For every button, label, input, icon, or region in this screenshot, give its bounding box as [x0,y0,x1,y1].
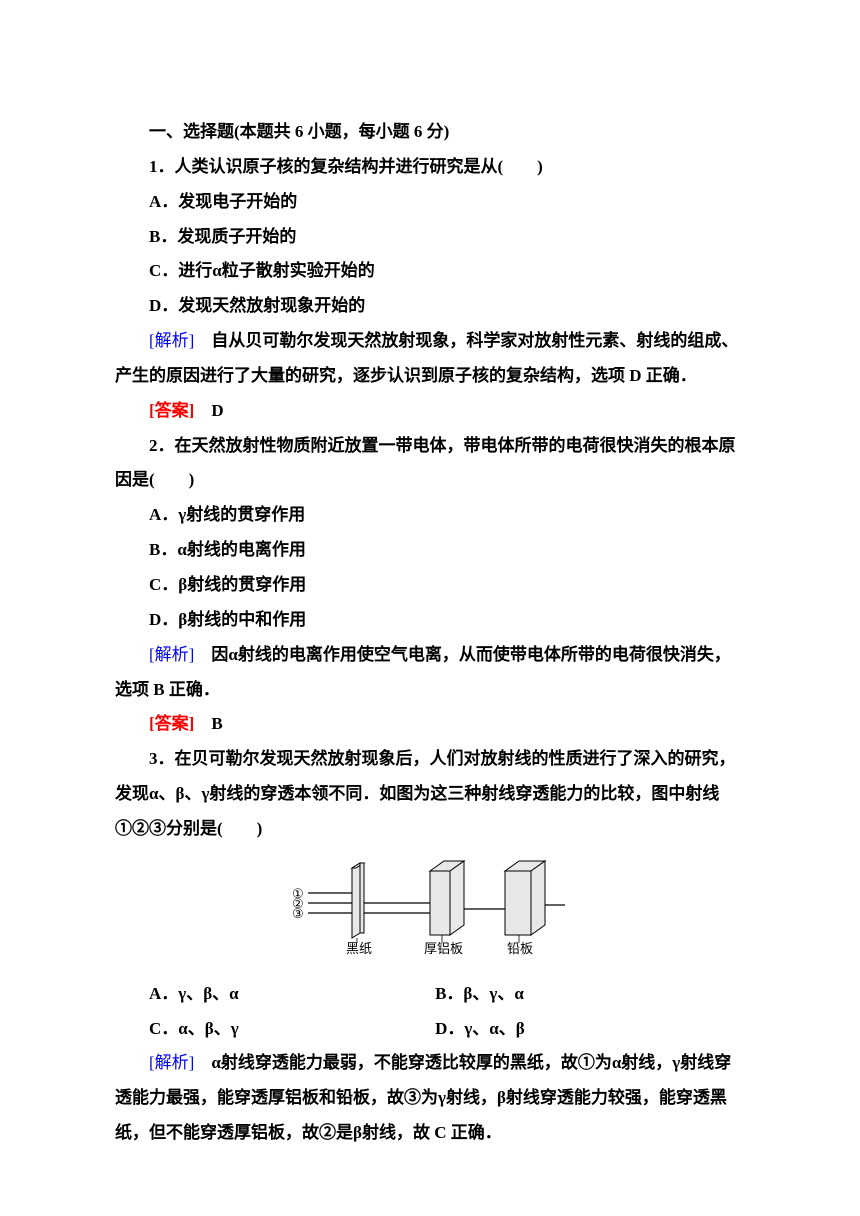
q3-explain-text: α射线穿透能力最弱，不能穿透比较厚的黑纸，故①为α射线，γ射线穿透能力最强，能穿… [115,1053,731,1142]
q3-number: 3． [149,749,175,768]
q2-option-a: A．γ射线的贯穿作用 [115,498,745,533]
q2-number: 2． [149,436,175,455]
q1-stem-text: 人类认识原子核的复杂结构并进行研究是从( ) [175,157,543,176]
q3-option-c: C．α、β、γ [149,1012,435,1047]
svg-text:黑纸: 黑纸 [346,941,372,956]
q3-explain-label: [解析] [149,1053,194,1072]
q1-answer-label: [答案] [149,401,194,420]
q1-explain-text: 自从贝可勒尔发现天然放射现象，科学家对放射性元素、射线的组成、产生的原因进行了大… [115,331,738,385]
q1-option-b: B．发现质子开始的 [115,220,745,255]
section-header: 一、选择题(本题共 6 小题，每小题 6 分) [115,115,745,150]
svg-text:铅板: 铅板 [507,941,533,956]
q2-explain-text: 因α射线的电离作用使空气电离，从而使带电体所带的电荷很快消失，选项 B 正确． [115,645,731,699]
q3-options-row2: C．α、β、γ D．γ、α、β [115,1012,745,1047]
q1-stem: 1．人类认识原子核的复杂结构并进行研究是从( ) [115,150,745,185]
q3-option-d: D．γ、α、β [435,1012,745,1047]
q2-option-b: B．α射线的电离作用 [115,533,745,568]
q3-options-row1: A．γ、β、α B．β、γ、α [115,977,745,1012]
q2-answer-text: B [194,714,222,733]
q1-explanation: [解析] 自从贝可勒尔发现天然放射现象，科学家对放射性元素、射线的组成、产生的原… [115,324,745,394]
ray-penetration-diagram: ①②③黑纸厚铝板铅板 [290,853,570,973]
svg-text:厚铝板: 厚铝板 [424,941,463,956]
q1-explain-label: [解析] [149,331,194,350]
q2-answer: [答案] B [115,707,745,742]
q1-answer-text: D [194,401,223,420]
q3-stem-text: 在贝可勒尔发现天然放射现象后，人们对放射线的性质进行了深入的研究，发现α、β、γ… [115,749,736,838]
q1-option-a: A．发现电子开始的 [115,185,745,220]
q1-number: 1． [149,157,175,176]
q2-stem-text: 在天然放射性物质附近放置一带电体，带电体所带的电荷很快消失的根本原因是( ) [115,436,736,490]
q1-option-c: C．进行α粒子散射实验开始的 [115,254,745,289]
q2-answer-label: [答案] [149,714,194,733]
q2-explanation: [解析] 因α射线的电离作用使空气电离，从而使带电体所带的电荷很快消失，选项 B… [115,638,745,708]
q1-answer: [答案] D [115,394,745,429]
q3-option-b: B．β、γ、α [435,977,745,1012]
q1-option-d: D．发现天然放射现象开始的 [115,289,745,324]
q3-figure: ①②③黑纸厚铝板铅板 [115,853,745,973]
q3-explanation: [解析] α射线穿透能力最弱，不能穿透比较厚的黑纸，故①为α射线，γ射线穿透能力… [115,1046,745,1151]
q2-option-d: D．β射线的中和作用 [115,603,745,638]
svg-text:③: ③ [292,906,304,921]
q2-option-c: C．β射线的贯穿作用 [115,568,745,603]
q3-stem: 3．在贝可勒尔发现天然放射现象后，人们对放射线的性质进行了深入的研究，发现α、β… [115,742,745,847]
q2-explain-label: [解析] [149,645,194,664]
q3-option-a: A．γ、β、α [149,977,435,1012]
q2-stem: 2．在天然放射性物质附近放置一带电体，带电体所带的电荷很快消失的根本原因是( ) [115,429,745,499]
